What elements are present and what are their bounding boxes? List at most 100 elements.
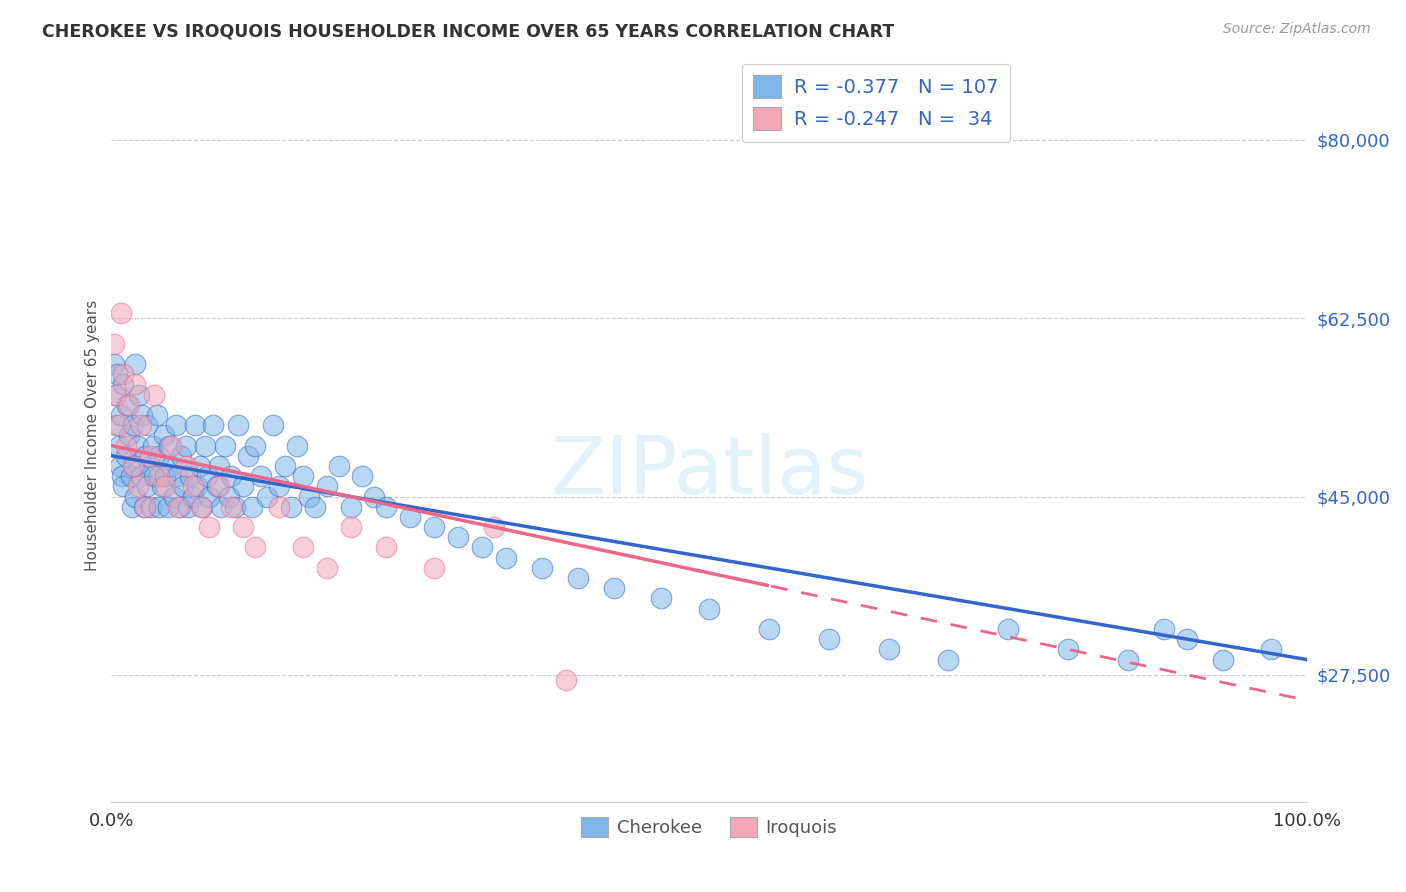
Point (285, 439, 308, 453)
Point (162, 490, 184, 504)
Point (128, 387, 150, 401)
Point (111, 469, 134, 483)
Text: CHEROKEE VS IROQUOIS HOUSEHOLDER INCOME OVER 65 YEARS CORRELATION CHART: CHEROKEE VS IROQUOIS HOUSEHOLDER INCOME … (42, 22, 894, 40)
Point (167, 500, 190, 514)
Point (143, 387, 166, 401)
Point (399, 510, 422, 524)
Point (997, 622, 1019, 636)
Point (202, 418, 225, 433)
Point (134, 449, 156, 463)
Point (122, 458, 145, 473)
Point (105, 387, 128, 401)
Point (124, 377, 146, 392)
Point (190, 500, 212, 514)
Point (172, 479, 194, 493)
Point (127, 439, 149, 453)
Point (214, 439, 236, 453)
Point (155, 469, 177, 483)
Point (131, 408, 153, 422)
Point (191, 500, 214, 514)
Point (209, 500, 232, 514)
Point (256, 490, 278, 504)
Point (471, 541, 494, 555)
Point (328, 458, 350, 473)
Point (198, 490, 221, 504)
Point (157, 439, 180, 453)
Point (298, 490, 321, 504)
Point (118, 398, 141, 412)
Point (138, 458, 160, 473)
Point (115, 398, 138, 412)
Point (195, 469, 218, 483)
Point (129, 469, 152, 483)
Text: Source: ZipAtlas.com: Source: ZipAtlas.com (1223, 22, 1371, 37)
Point (120, 469, 142, 483)
Point (375, 500, 398, 514)
Point (148, 449, 170, 463)
Point (375, 541, 398, 555)
Point (127, 479, 149, 493)
Point (936, 652, 959, 666)
Point (139, 500, 162, 514)
Point (267, 500, 290, 514)
Point (169, 500, 191, 514)
Point (122, 458, 145, 473)
Point (758, 622, 780, 636)
Point (121, 500, 143, 514)
Point (363, 490, 385, 504)
Point (423, 520, 446, 534)
Point (315, 561, 337, 575)
Point (174, 458, 197, 473)
Point (243, 541, 266, 555)
Point (243, 439, 266, 453)
Point (112, 377, 135, 392)
Point (110, 306, 132, 320)
Point (194, 439, 217, 453)
Point (160, 458, 183, 473)
Point (1057, 642, 1080, 657)
Point (124, 490, 146, 504)
Point (184, 418, 207, 433)
Point (877, 642, 900, 657)
Point (602, 581, 624, 595)
Point (143, 469, 166, 483)
Point (181, 479, 204, 493)
Point (226, 418, 249, 433)
Point (250, 469, 273, 483)
Point (224, 500, 246, 514)
Point (155, 479, 177, 493)
Point (165, 418, 187, 433)
Point (132, 500, 155, 514)
Point (315, 479, 337, 493)
Point (232, 520, 254, 534)
Point (352, 469, 374, 483)
Y-axis label: Householder Income Over 65 years: Householder Income Over 65 years (86, 300, 100, 571)
Point (267, 479, 290, 493)
Point (103, 357, 125, 371)
Point (129, 418, 152, 433)
Point (124, 357, 146, 371)
Point (174, 439, 197, 453)
Point (138, 449, 160, 463)
Point (304, 500, 326, 514)
Point (105, 418, 128, 433)
Point (108, 458, 131, 473)
Point (219, 500, 242, 514)
Point (186, 479, 208, 493)
Point (1153, 622, 1175, 636)
Point (1116, 652, 1139, 666)
Point (136, 479, 159, 493)
Point (291, 541, 314, 555)
Point (280, 500, 302, 514)
Point (181, 490, 204, 504)
Point (198, 520, 221, 534)
Point (134, 500, 156, 514)
Point (142, 439, 165, 453)
Point (697, 601, 720, 615)
Point (242, 500, 264, 514)
Point (232, 479, 254, 493)
Point (146, 408, 169, 422)
Point (148, 469, 170, 483)
Point (219, 469, 242, 483)
Point (817, 632, 839, 647)
